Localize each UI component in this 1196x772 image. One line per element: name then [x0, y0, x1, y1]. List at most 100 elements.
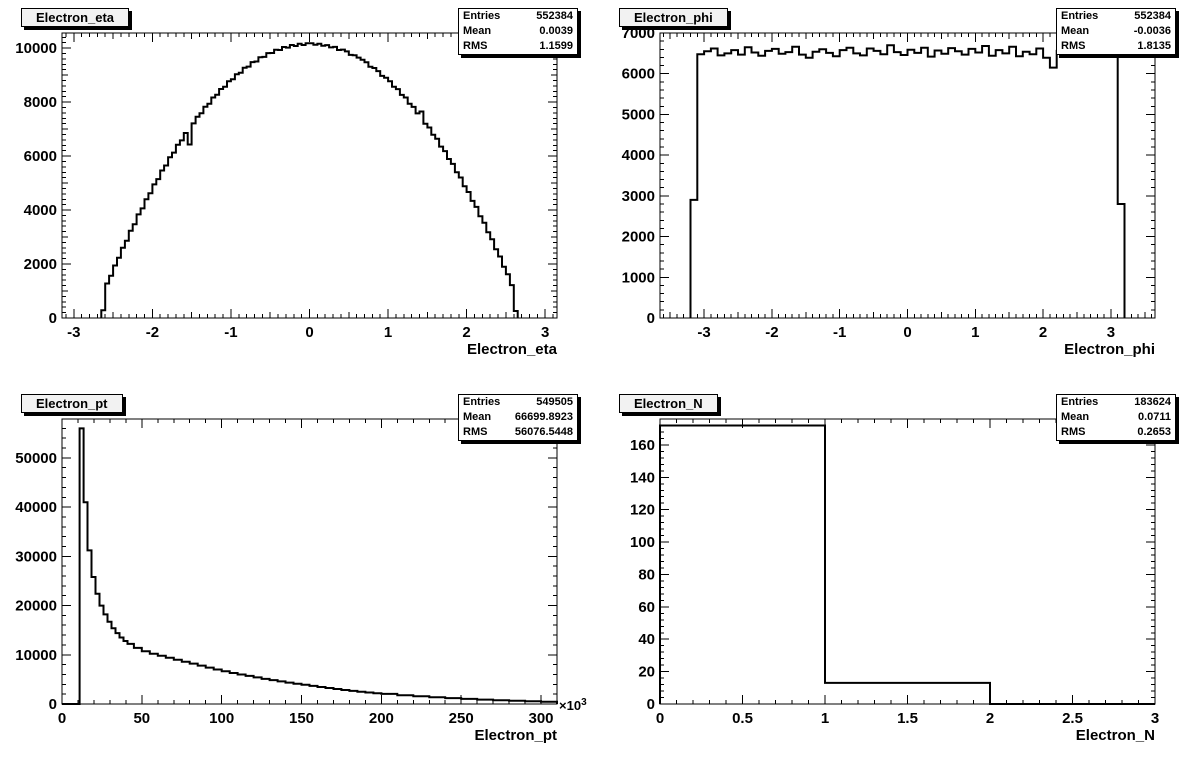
- svg-text:50: 50: [133, 710, 150, 727]
- svg-text:×103: ×103: [559, 697, 587, 713]
- svg-text:120: 120: [630, 502, 655, 519]
- svg-text:-3: -3: [67, 324, 80, 341]
- svg-text:200: 200: [369, 710, 394, 727]
- svg-text:0: 0: [305, 324, 313, 341]
- svg-text:3000: 3000: [622, 188, 655, 205]
- stats-mean-label: Mean: [463, 411, 492, 423]
- svg-text:7000: 7000: [622, 25, 655, 42]
- stats-rms-value: 1.1599: [539, 40, 573, 52]
- svg-text:10000: 10000: [15, 40, 57, 57]
- svg-text:2: 2: [462, 324, 470, 341]
- svg-text:5000: 5000: [622, 106, 655, 123]
- stats-mean-value: -0.0036: [1133, 25, 1171, 37]
- electron-pt-stats-box: Entries 549505 Mean 66699.8923 RMS 56076…: [458, 394, 578, 441]
- stats-rms-row: RMS 1.8135: [1057, 39, 1175, 54]
- stats-rms-row: RMS 56076.5448: [459, 425, 577, 440]
- svg-text:250: 250: [449, 710, 474, 727]
- stats-mean-value: 0.0711: [1137, 411, 1171, 423]
- stats-mean-row: Mean 0.0711: [1057, 410, 1175, 425]
- svg-text:Electron_phi: Electron_phi: [1064, 341, 1155, 358]
- svg-text:2: 2: [986, 710, 994, 727]
- svg-text:2000: 2000: [24, 256, 57, 273]
- svg-text:20000: 20000: [15, 598, 57, 615]
- stats-rms-label: RMS: [1061, 426, 1086, 438]
- stats-rms-label: RMS: [463, 40, 488, 52]
- electron-n-title-box: Electron_N: [619, 394, 718, 413]
- svg-text:50000: 50000: [15, 450, 57, 467]
- stats-entries-row: Entries 549505: [459, 395, 577, 410]
- svg-text:100: 100: [209, 710, 234, 727]
- svg-text:Electron_eta: Electron_eta: [467, 341, 558, 358]
- svg-text:-1: -1: [833, 324, 846, 341]
- electron-phi-title-box: Electron_phi: [619, 8, 728, 27]
- svg-text:10000: 10000: [15, 647, 57, 664]
- histogram-title: Electron_N: [634, 396, 703, 411]
- svg-text:30000: 30000: [15, 548, 57, 565]
- stats-entries-value: 549505: [536, 396, 573, 408]
- stats-mean-row: Mean -0.0036: [1057, 24, 1175, 39]
- svg-text:3: 3: [1151, 710, 1159, 727]
- svg-text:6000: 6000: [622, 66, 655, 83]
- svg-text:20: 20: [638, 664, 655, 681]
- stats-rms-value: 0.2653: [1137, 426, 1171, 438]
- svg-text:4000: 4000: [622, 147, 655, 164]
- stats-mean-value: 66699.8923: [514, 411, 573, 423]
- stats-entries-label: Entries: [463, 10, 501, 22]
- svg-text:0: 0: [647, 310, 655, 327]
- svg-text:1: 1: [384, 324, 392, 341]
- svg-text:40: 40: [638, 631, 655, 648]
- svg-text:2: 2: [1039, 324, 1047, 341]
- stats-entries-label: Entries: [1061, 396, 1099, 408]
- electron-eta-title-box: Electron_eta: [21, 8, 130, 27]
- stats-rms-row: RMS 0.2653: [1057, 425, 1175, 440]
- stats-entries-row: Entries 183624: [1057, 395, 1175, 410]
- svg-text:Electron_N: Electron_N: [1076, 727, 1155, 744]
- stats-mean-label: Mean: [463, 25, 492, 37]
- histogram-title: Electron_phi: [634, 10, 713, 25]
- svg-text:8000: 8000: [24, 94, 57, 111]
- svg-text:160: 160: [630, 437, 655, 454]
- electron-phi-plot: 0 1000 2000 3000 4000 5000 6000 7000 -3 -2 -1 0 1 2 3E…: [622, 25, 1156, 358]
- electron-n-plot: 0 20 40 60 80 100 120 140 160 0 0.5 1 1.5 2 2.5 3Electr…: [630, 418, 1159, 744]
- stats-entries-label: Entries: [1061, 10, 1099, 22]
- stats-rms-value: 56076.5448: [514, 426, 573, 438]
- stats-rms-row: RMS 1.1599: [459, 39, 577, 54]
- pad-electron-phi: 0 1000 2000 3000 4000 5000 6000 7000 -3 -2 -1 0 1 2 3 E…: [598, 0, 1196, 386]
- stats-rms-value: 1.8135: [1137, 40, 1171, 52]
- stats-mean-label: Mean: [1061, 25, 1090, 37]
- svg-text:40000: 40000: [15, 499, 57, 516]
- pad-electron-pt: 0 10000 20000 30000 40000 50000 0 50 100 150 200 25…: [0, 386, 598, 772]
- svg-text:1.5: 1.5: [897, 710, 918, 727]
- svg-text:4000: 4000: [24, 202, 57, 219]
- svg-text:60: 60: [638, 599, 655, 616]
- stats-rms-label: RMS: [463, 426, 488, 438]
- svg-text:0: 0: [903, 324, 911, 341]
- svg-text:1: 1: [971, 324, 979, 341]
- stats-rms-label: RMS: [1061, 40, 1086, 52]
- svg-text:3: 3: [1107, 324, 1115, 341]
- svg-text:300: 300: [528, 710, 553, 727]
- svg-text:-1: -1: [224, 324, 237, 341]
- stats-entries-value: 552384: [536, 10, 573, 22]
- svg-text:150: 150: [289, 710, 314, 727]
- stats-mean-row: Mean 66699.8923: [459, 410, 577, 425]
- svg-text:0: 0: [49, 696, 57, 713]
- histogram-title: Electron_pt: [36, 396, 108, 411]
- electron-pt-plot: 0 10000 20000 30000 40000 50000 0 50 100 150 200 25…: [15, 418, 587, 744]
- stats-entries-row: Entries 552384: [1057, 9, 1175, 24]
- svg-text:80: 80: [638, 567, 655, 584]
- svg-text:140: 140: [630, 469, 655, 486]
- svg-text:1: 1: [821, 710, 829, 727]
- stats-entries-value: 183624: [1134, 396, 1171, 408]
- stats-entries-value: 552384: [1134, 10, 1171, 22]
- svg-text:Electron_pt: Electron_pt: [474, 727, 557, 744]
- stats-mean-row: Mean 0.0039: [459, 24, 577, 39]
- electron-pt-title-box: Electron_pt: [21, 394, 123, 413]
- electron-n-stats-box: Entries 183624 Mean 0.0711 RMS 0.2653: [1056, 394, 1176, 441]
- electron-phi-stats-box: Entries 552384 Mean -0.0036 RMS 1.8135: [1056, 8, 1176, 55]
- stats-mean-label: Mean: [1061, 411, 1090, 423]
- svg-text:6000: 6000: [24, 148, 57, 165]
- svg-text:-3: -3: [697, 324, 710, 341]
- stats-mean-value: 0.0039: [539, 25, 573, 37]
